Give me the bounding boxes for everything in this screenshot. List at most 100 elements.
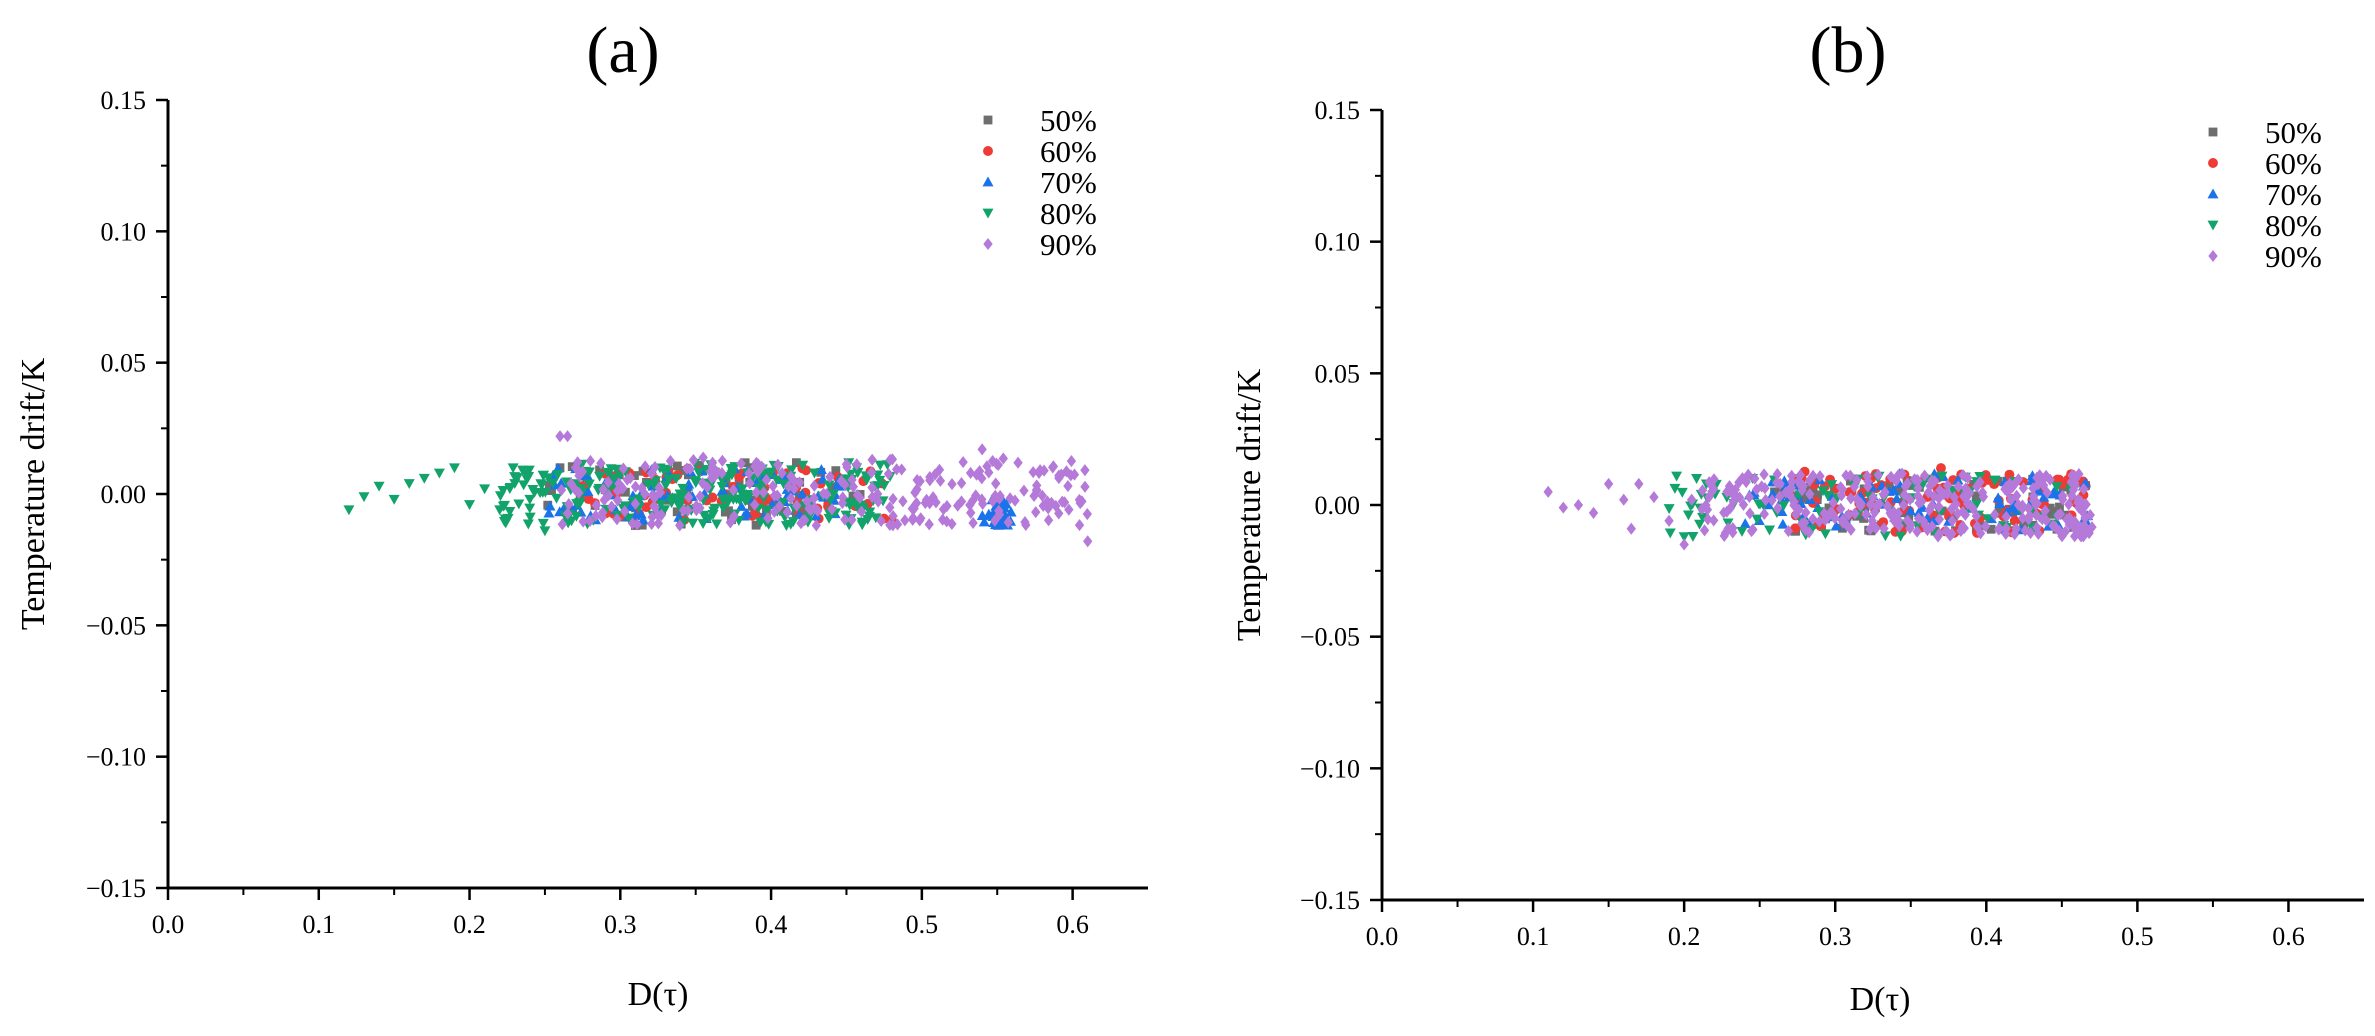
point-90pct [935, 474, 946, 487]
point-80pct [507, 463, 519, 474]
point-90pct [1962, 497, 1973, 510]
point-90pct [1760, 482, 1770, 495]
point-90pct [911, 497, 922, 510]
point-80pct [787, 517, 799, 528]
point-80pct [358, 492, 370, 503]
point-90pct [1947, 514, 1958, 527]
legend-label: 60% [1040, 134, 1097, 169]
point-90pct [956, 495, 967, 508]
point-90pct [910, 486, 920, 499]
point-80pct [1813, 507, 1825, 518]
point-90pct [2078, 505, 2088, 518]
point-80pct [726, 470, 738, 481]
point-90pct [1626, 522, 1636, 535]
point-80pct [736, 484, 748, 495]
point-90pct [1708, 482, 1719, 496]
point-80pct [1663, 504, 1675, 515]
point-80pct [1678, 532, 1690, 543]
point-50pct [772, 498, 781, 507]
point-80pct [870, 513, 882, 524]
point-90pct [566, 477, 576, 490]
point-90pct [1871, 500, 1882, 513]
x-tick-label: 0.2 [1668, 922, 1701, 951]
point-90pct [1959, 522, 1969, 535]
point-90pct [1054, 469, 1064, 482]
point-80pct [511, 473, 523, 484]
point-90pct [1719, 506, 1729, 519]
point-90pct [1709, 473, 1719, 486]
point-90pct [1990, 508, 2000, 521]
point-90pct [1057, 495, 1067, 508]
point-90pct [695, 490, 705, 503]
point-90pct [640, 488, 650, 501]
point-90pct [599, 494, 609, 507]
point-80pct [690, 478, 702, 488]
point-90pct [612, 484, 623, 497]
point-90pct [1934, 513, 1945, 526]
point-90pct [665, 454, 676, 468]
point-80pct [536, 480, 548, 491]
point-90pct [625, 471, 636, 484]
point-90pct [888, 509, 898, 523]
legend-label: 90% [2265, 239, 2322, 274]
point-90pct [717, 466, 727, 480]
point-80pct [761, 505, 773, 516]
point-80pct [551, 493, 563, 504]
legend-marker [2208, 127, 2218, 137]
point-90pct [2055, 508, 2066, 521]
point-90pct [2001, 510, 2011, 523]
point-60pct [2054, 474, 2065, 485]
point-90pct [2064, 518, 2075, 531]
point-90pct [1942, 487, 1953, 500]
point-80pct [693, 468, 705, 478]
point-90pct [990, 514, 1000, 527]
point-90pct [1794, 503, 1804, 516]
point-90pct [783, 480, 794, 493]
point-80pct [722, 497, 734, 508]
point-90pct [613, 494, 623, 507]
point-80pct [670, 474, 682, 484]
legend-marker [2207, 188, 2219, 199]
series-90pct [555, 430, 1093, 548]
point-90pct [896, 463, 907, 476]
point-80pct [1936, 471, 1948, 482]
point-60pct [2009, 515, 2020, 526]
legend-marker [2208, 158, 2218, 168]
point-90pct [1588, 506, 1599, 519]
point-90pct [1879, 522, 1889, 535]
point-90pct [876, 514, 886, 528]
point-90pct [1902, 477, 1913, 490]
point-90pct [2023, 513, 2034, 526]
point-50pct [1969, 479, 1978, 489]
point-90pct [1054, 507, 1064, 520]
point-90pct [2070, 471, 2080, 484]
point-90pct [2028, 490, 2039, 503]
point-90pct [1039, 464, 1049, 477]
point-80pct [521, 474, 533, 485]
point-80pct [537, 470, 549, 481]
point-90pct [998, 452, 1008, 465]
point-80pct [403, 479, 415, 489]
point-90pct [984, 466, 994, 479]
point-90pct [751, 486, 761, 499]
panel-b-x-title: D(τ) [1850, 981, 1911, 1018]
point-80pct [527, 484, 539, 495]
point-70pct [815, 464, 827, 475]
point-80pct [388, 494, 400, 505]
point-90pct [2079, 519, 2089, 532]
point-80pct [874, 460, 886, 471]
point-80pct [602, 467, 614, 478]
point-80pct [1682, 510, 1694, 521]
point-90pct [2075, 520, 2085, 533]
point-90pct [883, 467, 894, 481]
y-tick-label: 0.10 [101, 217, 147, 246]
point-90pct [811, 519, 822, 532]
point-90pct [1775, 477, 1785, 490]
point-90pct [1972, 480, 1982, 493]
legend-marker [2207, 220, 2219, 231]
point-90pct [574, 486, 584, 499]
point-90pct [555, 430, 565, 443]
point-70pct [555, 477, 567, 488]
point-90pct [1003, 516, 1013, 529]
point-90pct [789, 482, 799, 495]
